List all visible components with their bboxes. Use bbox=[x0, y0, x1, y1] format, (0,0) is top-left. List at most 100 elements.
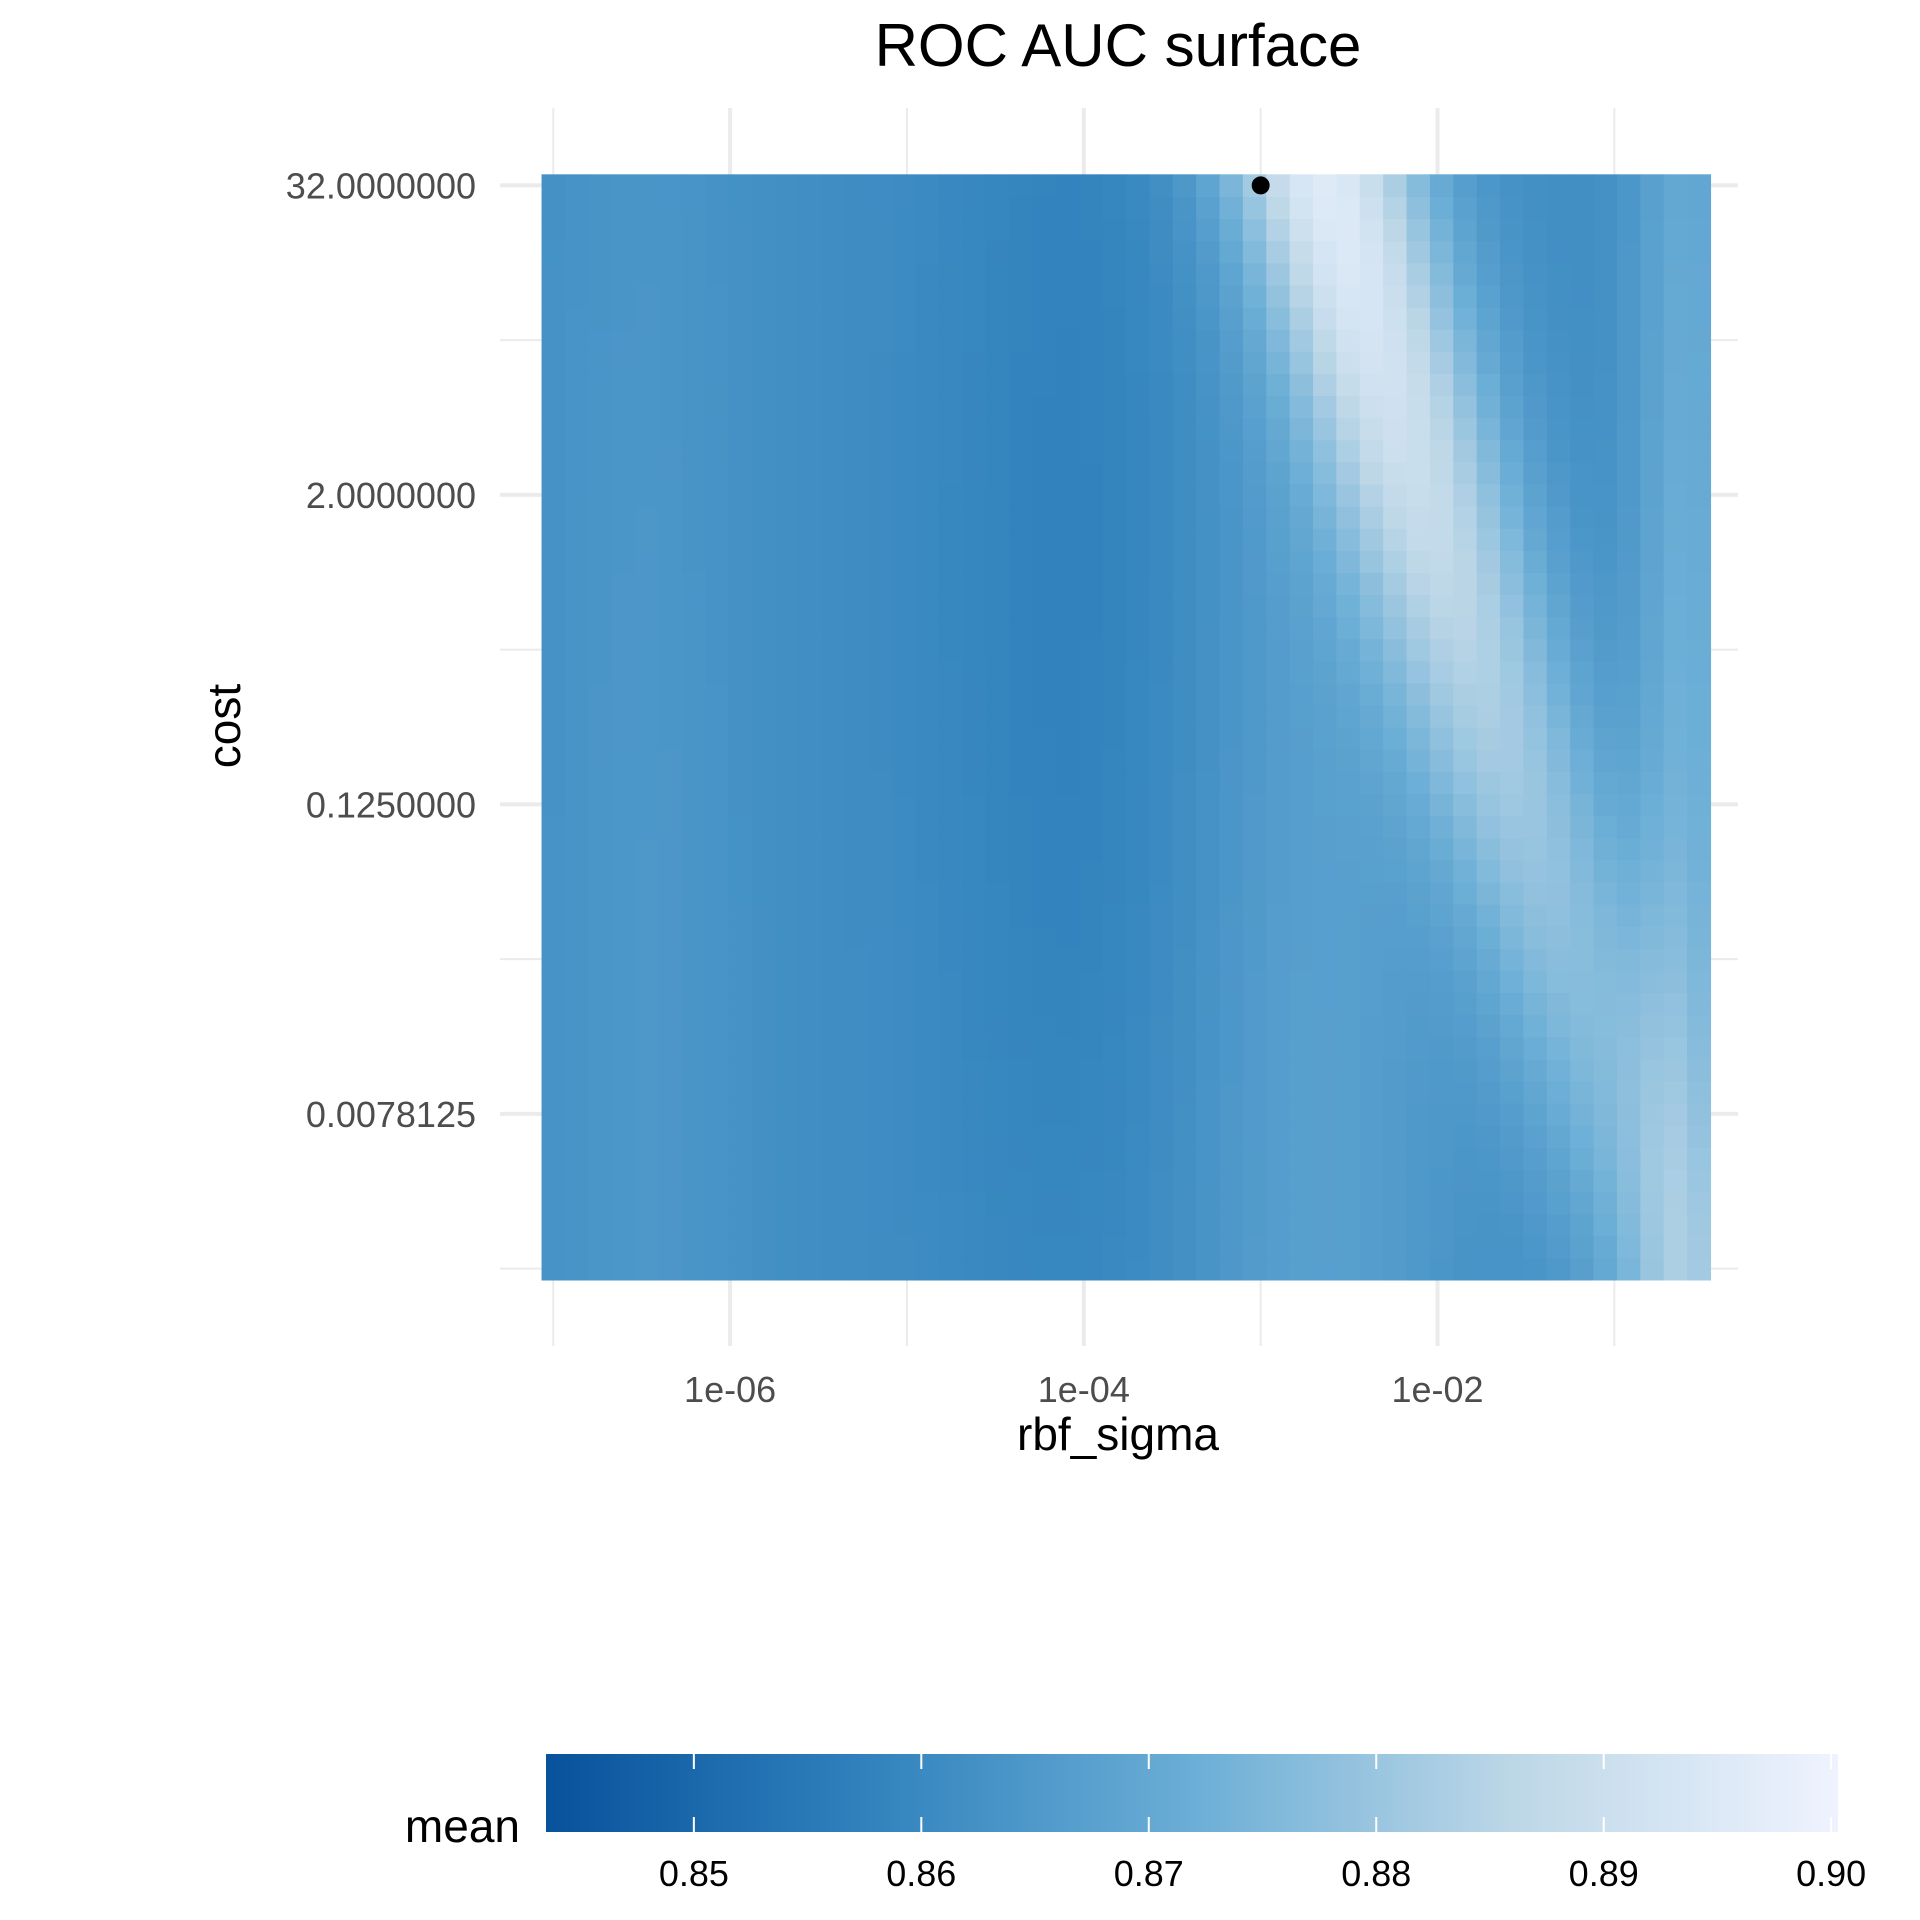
heatmap-cell bbox=[564, 262, 589, 286]
heatmap-cell bbox=[588, 240, 613, 264]
heatmap-cell bbox=[1219, 528, 1244, 551]
heatmap-cell bbox=[1663, 373, 1688, 397]
heatmap-cell bbox=[798, 373, 823, 397]
heatmap-cell bbox=[611, 660, 636, 684]
heatmap-cell bbox=[728, 837, 753, 861]
heatmap-cell bbox=[892, 506, 917, 529]
heatmap-cell bbox=[1429, 727, 1454, 750]
heatmap-cell bbox=[1383, 1257, 1408, 1281]
heatmap-cell bbox=[1079, 483, 1104, 507]
heatmap-cell bbox=[1476, 550, 1501, 573]
heatmap-cell bbox=[1570, 660, 1595, 684]
heatmap-cell bbox=[868, 196, 893, 220]
heatmap-cell bbox=[1009, 506, 1034, 529]
heatmap-cell bbox=[1406, 395, 1431, 419]
heatmap-cell bbox=[1500, 395, 1525, 419]
heatmap-cell bbox=[1219, 1213, 1244, 1237]
heatmap-cell bbox=[728, 483, 753, 507]
heatmap-cell bbox=[868, 395, 893, 419]
heatmap-cell bbox=[588, 572, 613, 596]
heatmap-cell bbox=[1102, 351, 1127, 374]
heatmap-cell bbox=[541, 572, 566, 596]
heatmap-cell bbox=[1383, 992, 1408, 1016]
heatmap-cell bbox=[1126, 815, 1150, 839]
heatmap-cell bbox=[1383, 1058, 1408, 1082]
heatmap-cell bbox=[681, 351, 706, 374]
heatmap-cell bbox=[1663, 727, 1688, 750]
heatmap-cell bbox=[1172, 483, 1197, 507]
heatmap-cell bbox=[1429, 373, 1454, 397]
heatmap-cell bbox=[1523, 284, 1548, 308]
heatmap-cell bbox=[728, 1169, 753, 1193]
heatmap-cell bbox=[985, 682, 1010, 706]
heatmap-cell bbox=[1055, 992, 1080, 1016]
heatmap-cell bbox=[1383, 749, 1408, 772]
heatmap-cell bbox=[1102, 373, 1127, 397]
heatmap-cell bbox=[892, 1058, 917, 1082]
heatmap-cell bbox=[635, 992, 660, 1016]
heatmap-cell bbox=[1219, 992, 1244, 1016]
heatmap-cell bbox=[1102, 1147, 1127, 1170]
heatmap-cell bbox=[1266, 483, 1291, 507]
heatmap-cell bbox=[1219, 196, 1244, 220]
heatmap-cell bbox=[751, 682, 776, 706]
heatmap-cell bbox=[1149, 859, 1174, 883]
heatmap-cell bbox=[705, 771, 730, 795]
heatmap-cell bbox=[1406, 705, 1431, 728]
heatmap-cell bbox=[1336, 859, 1361, 883]
y-tick-label: 2.0000000 bbox=[306, 475, 476, 516]
heatmap-cell bbox=[938, 550, 963, 573]
heatmap-cell bbox=[1196, 1014, 1221, 1038]
heatmap-cell bbox=[822, 240, 847, 264]
heatmap-cell bbox=[1616, 1058, 1641, 1082]
heatmap-cell bbox=[1429, 417, 1454, 441]
heatmap-cell bbox=[1009, 351, 1034, 374]
heatmap-cell bbox=[1242, 351, 1267, 374]
heatmap-cell bbox=[1289, 992, 1314, 1016]
heatmap-cell bbox=[1126, 660, 1150, 684]
heatmap-cell bbox=[1266, 550, 1291, 573]
heatmap-cell bbox=[1453, 881, 1478, 905]
heatmap-cell bbox=[611, 306, 636, 330]
heatmap-cell bbox=[1406, 749, 1431, 772]
heatmap-cell bbox=[1359, 439, 1384, 463]
heatmap-cell bbox=[1687, 1213, 1712, 1237]
heatmap-cell bbox=[1055, 1103, 1080, 1126]
heatmap-cell bbox=[1523, 417, 1548, 441]
heatmap-cell bbox=[1593, 572, 1618, 596]
heatmap-cell bbox=[1476, 1147, 1501, 1170]
heatmap-cell bbox=[798, 771, 823, 795]
heatmap-cell bbox=[915, 373, 940, 397]
heatmap-cell bbox=[658, 483, 683, 507]
heatmap-cell bbox=[962, 1058, 987, 1082]
heatmap-cell bbox=[1032, 1103, 1057, 1126]
heatmap-cell bbox=[892, 240, 917, 264]
heatmap-cell bbox=[845, 439, 870, 463]
heatmap-cell bbox=[1219, 638, 1244, 662]
heatmap-cell bbox=[635, 329, 660, 352]
heatmap-cell bbox=[1453, 1125, 1478, 1148]
heatmap-cell bbox=[962, 1191, 987, 1215]
heatmap-cell bbox=[751, 284, 776, 308]
heatmap-cell bbox=[962, 306, 987, 330]
heatmap-cell bbox=[1219, 705, 1244, 728]
heatmap-cell bbox=[1593, 1125, 1618, 1148]
heatmap-cell bbox=[1219, 262, 1244, 286]
heatmap-cell bbox=[588, 439, 613, 463]
heatmap-cell bbox=[1546, 1191, 1571, 1215]
heatmap-cell bbox=[1055, 528, 1080, 551]
heatmap-cell bbox=[705, 1125, 730, 1148]
heatmap-cell bbox=[1102, 1213, 1127, 1237]
heatmap-cell bbox=[845, 837, 870, 861]
heatmap-cell bbox=[1663, 240, 1688, 264]
heatmap-cell bbox=[1009, 1103, 1034, 1126]
heatmap-cell bbox=[1032, 373, 1057, 397]
heatmap-cell bbox=[822, 1213, 847, 1237]
heatmap-cell bbox=[1055, 262, 1080, 286]
heatmap-cell bbox=[705, 174, 730, 198]
heatmap-cell bbox=[822, 329, 847, 352]
heatmap-cell bbox=[1570, 1103, 1595, 1126]
heatmap-cell bbox=[1313, 351, 1338, 374]
heatmap-cell bbox=[1640, 815, 1665, 839]
heatmap-cell bbox=[775, 196, 800, 220]
